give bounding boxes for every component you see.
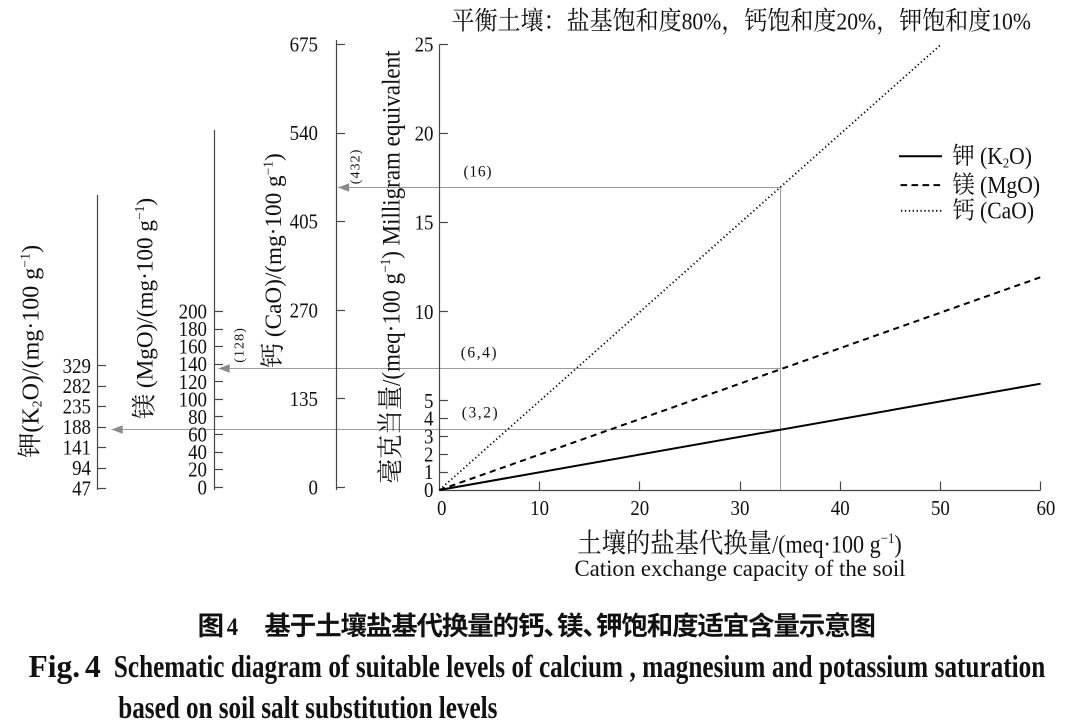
svg-text:20: 20 <box>630 497 649 520</box>
svg-text:/(meq·100 g: /(meq·100 g <box>772 531 881 559</box>
svg-text:540: 540 <box>290 122 318 145</box>
svg-text:188: 188 <box>63 416 91 439</box>
svg-text:−1: −1 <box>378 259 394 273</box>
svg-text:−1: −1 <box>260 161 275 175</box>
svg-text:0: 0 <box>309 477 318 500</box>
svg-text:(3,2): (3,2) <box>462 404 499 421</box>
svg-text:200: 200 <box>179 301 207 324</box>
svg-text:0: 0 <box>198 476 207 499</box>
svg-text:135: 135 <box>290 388 318 411</box>
svg-text:282: 282 <box>63 375 91 398</box>
svg-text:(16): (16) <box>464 163 493 180</box>
svg-text:O): O) <box>1009 143 1032 169</box>
svg-text:0: 0 <box>424 479 433 502</box>
svg-text:47: 47 <box>72 478 91 501</box>
svg-text:140: 140 <box>179 353 207 376</box>
svg-text:−1: −1 <box>18 253 33 268</box>
svg-text:(K: (K <box>975 143 1004 169</box>
svg-text:Cation exchange capacity of th: Cation exchange capacity of the soil <box>574 556 905 581</box>
svg-text:(CaO): (CaO) <box>975 198 1034 224</box>
svg-text:329: 329 <box>63 355 91 378</box>
svg-text:30: 30 <box>731 497 750 520</box>
svg-text:25: 25 <box>415 34 434 57</box>
svg-text:3: 3 <box>424 426 433 449</box>
svg-text:Schematic diagram of suitable: Schematic diagram of suitable levels of … <box>114 651 1045 685</box>
svg-text:): ) <box>133 198 159 206</box>
svg-text:(CaO)/(mg·100 g: (CaO)/(mg·100 g <box>261 175 287 343</box>
svg-text:50: 50 <box>931 497 950 520</box>
svg-text:20: 20 <box>415 123 434 146</box>
svg-text:4: 4 <box>227 614 238 641</box>
svg-text:60: 60 <box>188 424 207 447</box>
svg-text:180: 180 <box>179 318 207 341</box>
svg-text:(128): (128) <box>232 327 247 363</box>
svg-text:10%: 10% <box>991 8 1031 36</box>
svg-text:4: 4 <box>424 408 433 431</box>
svg-text:5: 5 <box>424 390 433 413</box>
svg-text:(432): (432) <box>349 148 364 184</box>
svg-text:0: 0 <box>437 497 446 520</box>
svg-text:405: 405 <box>290 211 318 234</box>
svg-text:) Milligram equivalent: ) Milligram equivalent <box>379 50 406 258</box>
svg-text:(MgO)/(mg·100 g: (MgO)/(mg·100 g <box>133 220 159 394</box>
svg-text:4: 4 <box>85 649 101 684</box>
svg-text:235: 235 <box>63 396 91 419</box>
svg-text:80%: 80% <box>682 8 722 36</box>
svg-text:94: 94 <box>72 457 91 480</box>
svg-text:2: 2 <box>31 400 46 407</box>
svg-text:270: 270 <box>290 299 318 322</box>
svg-text:−1: −1 <box>881 530 895 546</box>
svg-text:160: 160 <box>179 336 207 359</box>
svg-text:(MgO): (MgO) <box>975 172 1040 198</box>
svg-text:15: 15 <box>415 212 434 235</box>
svg-text:): ) <box>19 245 45 253</box>
svg-text:141: 141 <box>63 437 91 460</box>
svg-text:/(meq·100 g: /(meq·100 g <box>379 273 406 386</box>
svg-text:20%: 20% <box>836 8 876 36</box>
svg-text:120: 120 <box>179 371 207 394</box>
svg-text:40: 40 <box>188 441 207 464</box>
svg-text:2: 2 <box>1003 155 1009 171</box>
svg-text:10: 10 <box>530 497 549 520</box>
svg-text:2: 2 <box>424 443 433 466</box>
svg-text:based on soil salt substitutio: based on soil salt substitution levels <box>118 692 497 726</box>
svg-text:(6,4): (6,4) <box>461 345 498 362</box>
svg-text:100: 100 <box>179 388 207 411</box>
svg-text:−1: −1 <box>132 206 147 220</box>
svg-text:80: 80 <box>188 406 207 429</box>
svg-text:20: 20 <box>188 459 207 482</box>
svg-text:Fig.: Fig. <box>29 649 81 684</box>
svg-text:675: 675 <box>290 34 318 57</box>
svg-text:): ) <box>894 531 901 559</box>
svg-text:(K: (K <box>19 407 45 433</box>
svg-text:O)/(mg·100 g: O)/(mg·100 g <box>19 268 45 401</box>
svg-text:10: 10 <box>415 301 434 324</box>
svg-text:1: 1 <box>424 461 433 484</box>
svg-text:60: 60 <box>1036 497 1055 520</box>
svg-text:40: 40 <box>831 497 850 520</box>
svg-text:): ) <box>261 153 287 161</box>
